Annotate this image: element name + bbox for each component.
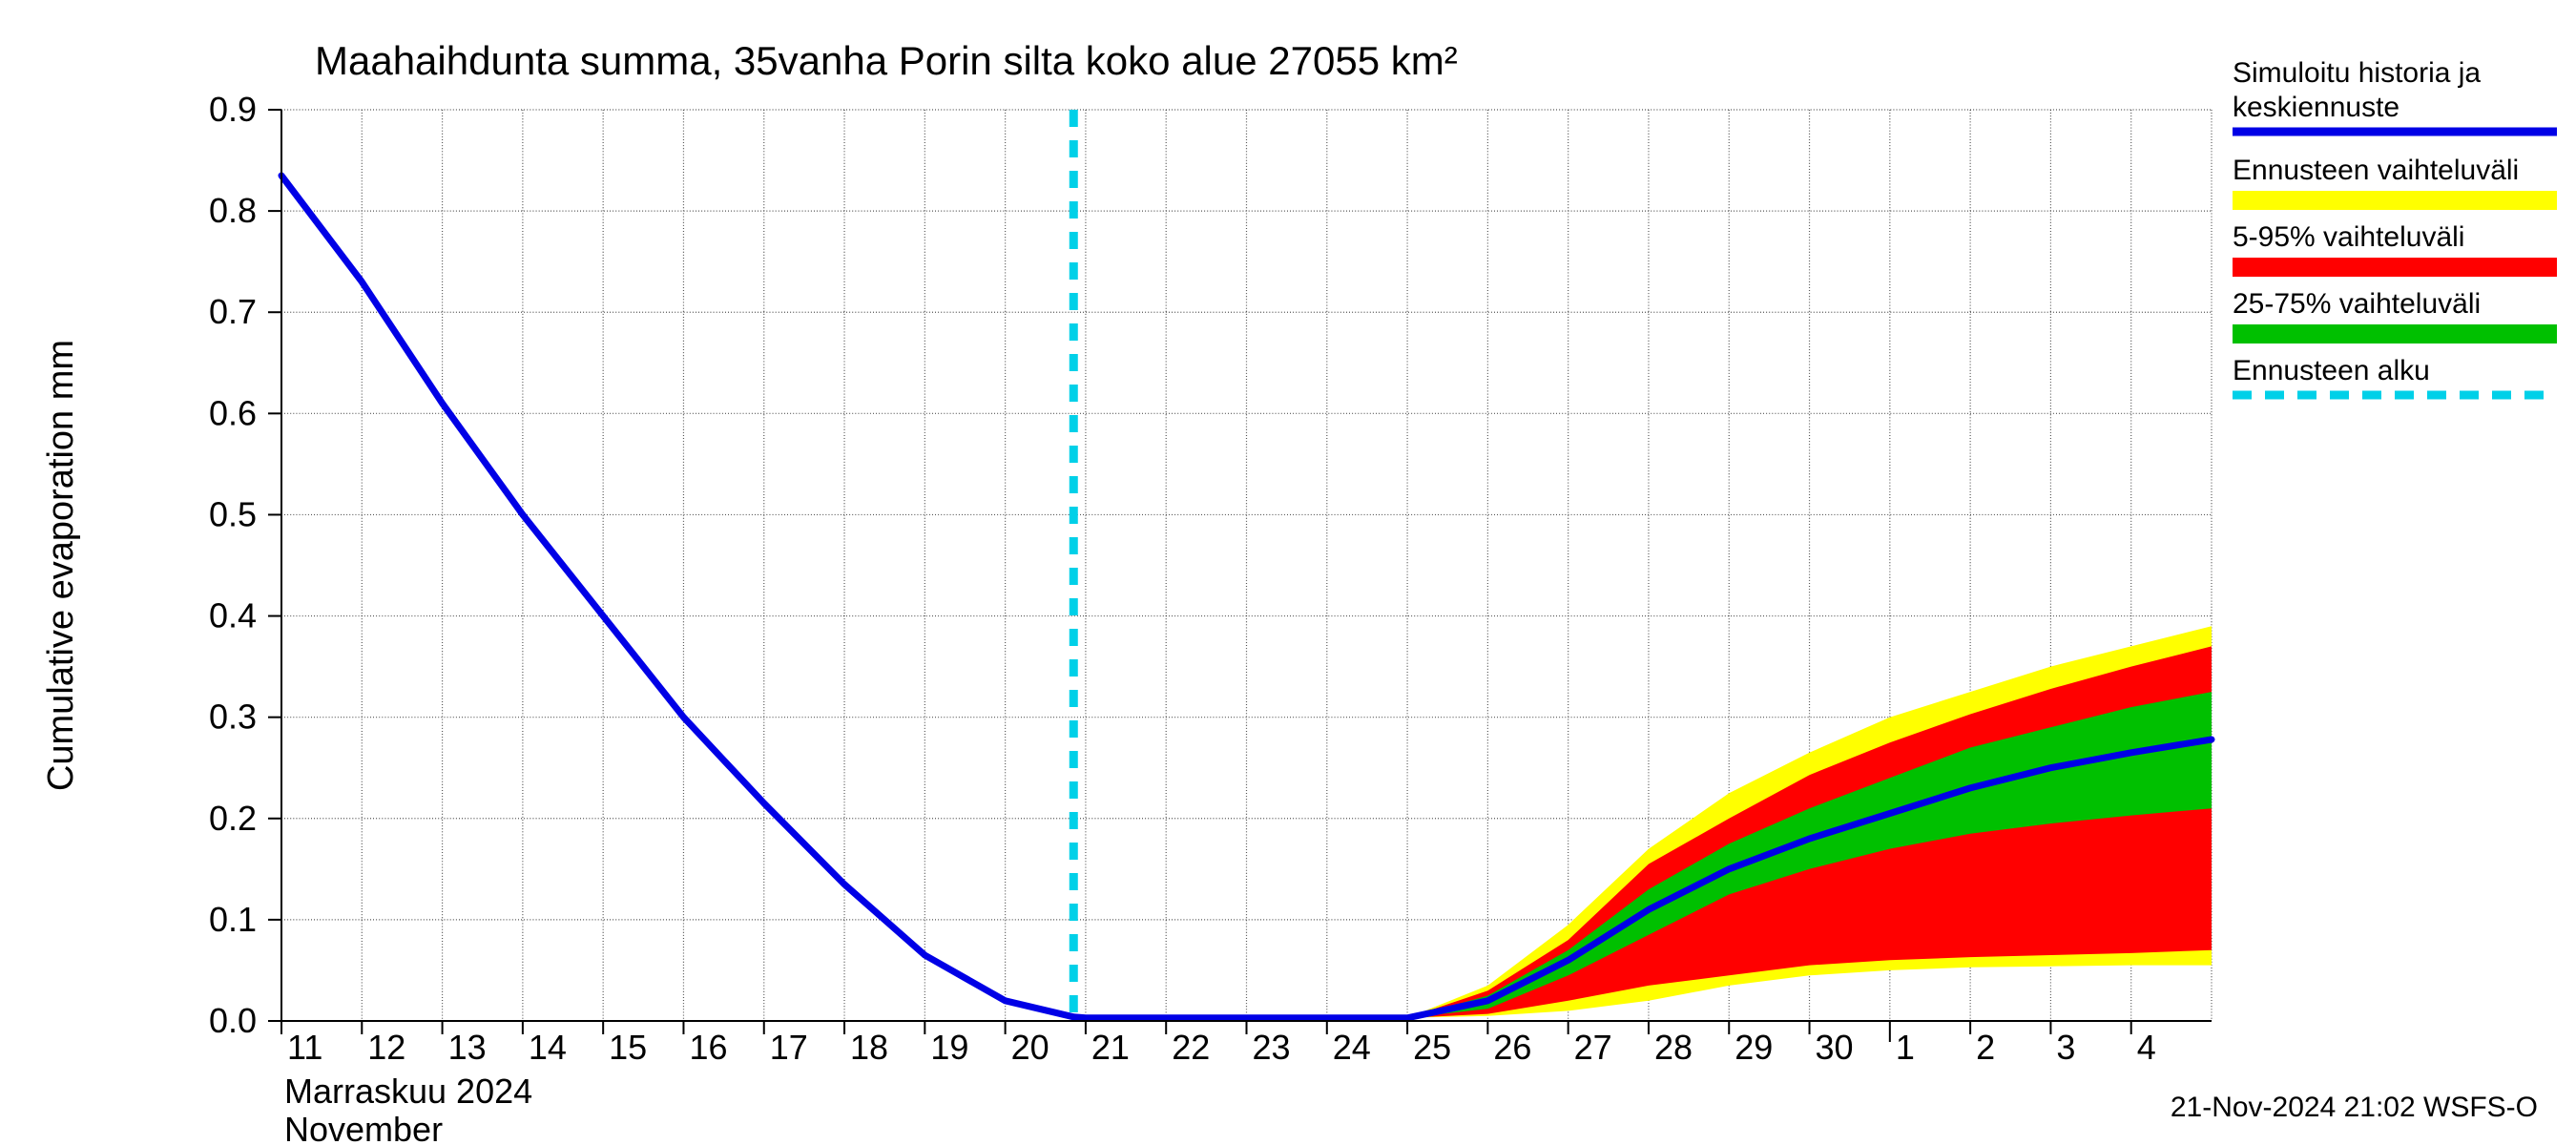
x-tick-label: 28 [1654,1028,1693,1067]
chart-bg [0,0,2576,1145]
legend-label: 25-75% vaihteluväli [2233,288,2481,320]
x-tick-label: 3 [2056,1028,2075,1067]
x-tick-label: 20 [1011,1028,1049,1067]
y-tick-label: 0.8 [209,191,257,230]
legend-label: Ennusteen alku [2233,355,2430,386]
y-tick-label: 0.2 [209,799,257,838]
y-tick-label: 0.3 [209,697,257,737]
x-month-en-label: November [284,1110,443,1145]
y-axis-label: Cumulative evaporation mm [41,340,81,791]
legend-swatch-red [2233,258,2557,277]
x-tick-label: 29 [1735,1028,1773,1067]
x-tick-label: 2 [1976,1028,1995,1067]
x-tick-label: 11 [287,1028,322,1067]
x-tick-label: 14 [529,1028,567,1067]
legend-label: 5-95% vaihteluväli [2233,221,2464,253]
y-tick-label: 0.1 [209,900,257,939]
y-tick-label: 0.0 [209,1001,257,1040]
x-tick-label: 22 [1172,1028,1210,1067]
legend-swatch-green [2233,324,2557,344]
chart-svg: 0.00.10.20.30.40.50.60.70.80.91112131415… [0,0,2576,1145]
y-tick-label: 0.5 [209,494,257,533]
x-tick-label: 13 [448,1028,487,1067]
x-tick-label: 12 [367,1028,405,1067]
x-tick-label: 18 [850,1028,888,1067]
x-tick-label: 16 [689,1028,727,1067]
x-tick-label: 19 [930,1028,968,1067]
legend-swatch-yellow [2233,191,2557,210]
x-tick-label: 1 [1896,1028,1915,1067]
legend-label: keskiennuste [2233,92,2399,123]
timestamp-label: 21-Nov-2024 21:02 WSFS-O [2171,1092,2538,1123]
chart-title: Maahaihdunta summa, 35vanha Porin silta … [315,38,1458,83]
chart-container: 0.00.10.20.30.40.50.60.70.80.91112131415… [0,0,2576,1145]
x-tick-label: 25 [1413,1028,1451,1067]
x-tick-label: 4 [2137,1028,2156,1067]
y-tick-label: 0.9 [209,90,257,129]
x-tick-label: 30 [1816,1028,1854,1067]
x-month-fi-label: Marraskuu 2024 [284,1072,532,1111]
x-tick-label: 21 [1091,1028,1130,1067]
legend-label: Simuloitu historia ja [2233,57,2481,89]
legend-label: Ennusteen vaihteluväli [2233,155,2519,186]
x-tick-label: 26 [1493,1028,1531,1067]
x-tick-label: 15 [609,1028,647,1067]
x-tick-label: 27 [1574,1028,1612,1067]
y-tick-label: 0.6 [209,393,257,432]
x-tick-label: 17 [770,1028,808,1067]
x-tick-label: 23 [1253,1028,1291,1067]
x-tick-label: 24 [1333,1028,1371,1067]
y-tick-label: 0.4 [209,596,257,635]
y-tick-label: 0.7 [209,292,257,331]
